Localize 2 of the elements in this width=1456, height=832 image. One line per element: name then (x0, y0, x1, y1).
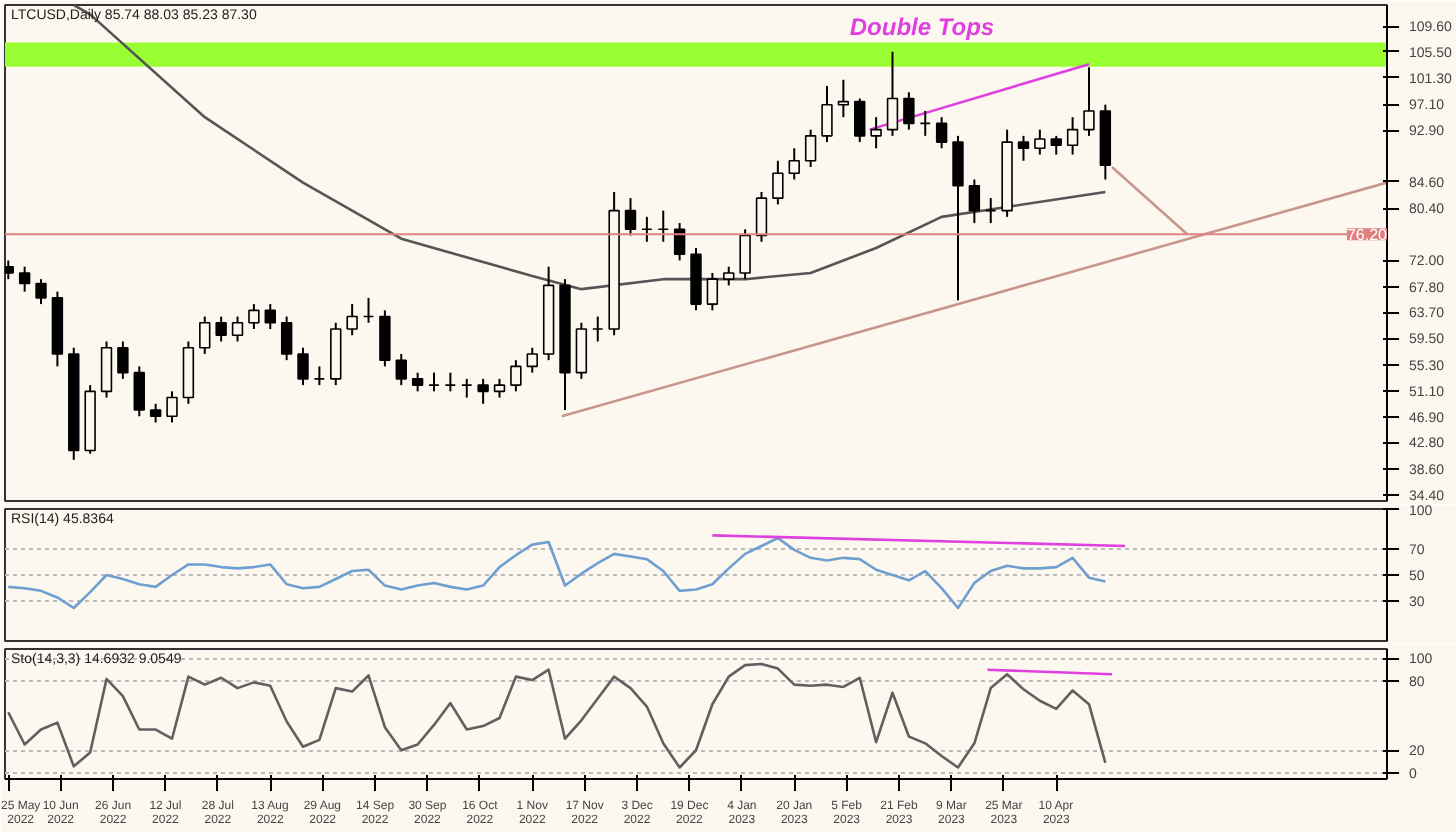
ref-line-label: 76.20 (1346, 226, 1389, 245)
annotation: Double Tops (849, 13, 995, 41)
